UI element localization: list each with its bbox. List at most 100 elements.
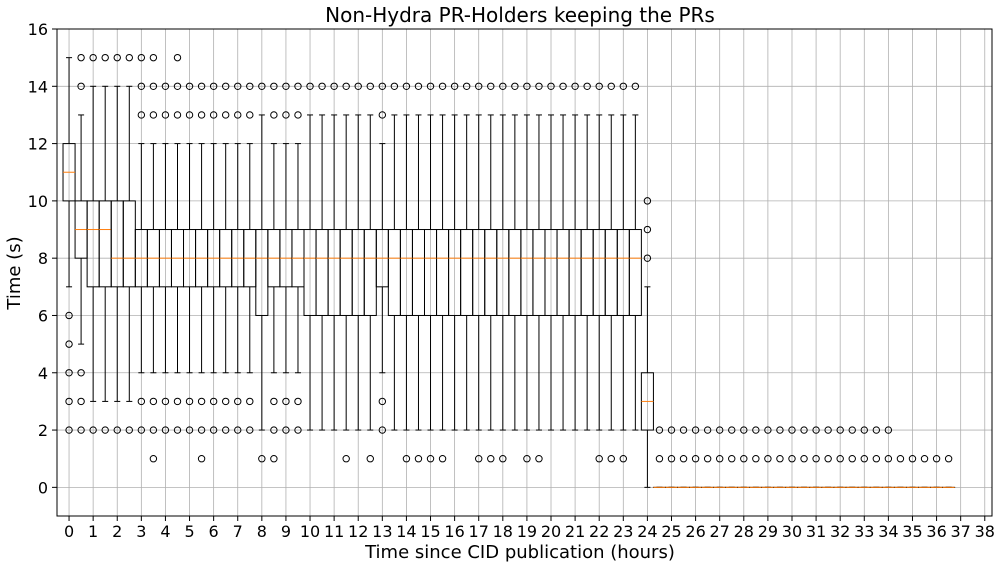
outlier-point xyxy=(450,82,459,90)
box-item xyxy=(930,455,944,488)
box-item xyxy=(580,82,594,431)
outlier-point xyxy=(137,111,146,119)
outlier-point xyxy=(691,426,700,434)
x-tick-label: 10 xyxy=(300,522,320,541)
chart-title: Non-Hydra PR-Holders keeping the PRs xyxy=(325,3,715,27)
outlier-point xyxy=(703,455,712,463)
iqr-box xyxy=(315,229,329,316)
box-item xyxy=(725,426,739,488)
outlier-point xyxy=(884,455,893,463)
outlier-point xyxy=(402,82,411,90)
box-item xyxy=(243,82,257,434)
outlier-point xyxy=(149,53,158,62)
outlier-point xyxy=(583,82,591,90)
x-tick-label: 37 xyxy=(950,522,970,541)
box-item xyxy=(436,82,450,463)
outlier-point xyxy=(414,82,423,90)
outlier-point xyxy=(535,455,543,463)
outlier-point xyxy=(619,82,628,90)
box-item xyxy=(375,82,389,434)
outlier-point xyxy=(246,426,254,434)
box-item xyxy=(869,426,883,488)
outlier-point xyxy=(378,82,387,90)
y-tick-label: 6 xyxy=(38,306,48,325)
outlier-point xyxy=(282,82,290,90)
iqr-box xyxy=(122,200,136,288)
outlier-point xyxy=(234,82,242,90)
y-tick-label: 14 xyxy=(28,77,48,96)
box-item xyxy=(616,82,630,463)
outlier-point xyxy=(197,455,206,463)
outlier-point xyxy=(426,455,435,463)
outlier-point xyxy=(764,426,772,434)
iqr-box xyxy=(98,200,112,288)
outlier-point xyxy=(234,426,242,434)
outlier-point xyxy=(197,426,206,434)
outlier-point xyxy=(619,455,628,463)
box-item xyxy=(86,53,100,434)
box-item xyxy=(339,82,353,463)
x-tick-label: 8 xyxy=(257,522,267,541)
box-item xyxy=(942,455,956,488)
outlier-point xyxy=(246,397,254,406)
outlier-point xyxy=(896,455,905,463)
outlier-point xyxy=(475,455,483,463)
outlier-point xyxy=(824,426,832,434)
outlier-point xyxy=(728,426,736,434)
iqr-box xyxy=(387,229,401,316)
outlier-point xyxy=(499,455,507,463)
outlier-point xyxy=(149,82,158,90)
x-tick-label: 0 xyxy=(64,522,74,541)
box-item xyxy=(460,82,474,431)
x-tick-label: 36 xyxy=(926,522,946,541)
outlier-point xyxy=(209,82,218,90)
x-tick-label: 27 xyxy=(710,522,730,541)
outlier-point xyxy=(944,455,953,463)
outlier-point xyxy=(65,369,73,377)
outlier-point xyxy=(559,82,567,90)
outlier-point xyxy=(643,225,652,234)
x-tick-label: 35 xyxy=(902,522,922,541)
x-tick-label: 29 xyxy=(758,522,778,541)
box-item xyxy=(905,455,920,488)
x-tick-label: 7 xyxy=(233,522,243,541)
outlier-point xyxy=(776,455,784,463)
x-tick-label: 3 xyxy=(136,522,146,541)
x-axis-ticks: 0 1 2 3 4 5 6 7 8 9 10 11 12 13 14 15 16 17 18 19 20 21 22 23 24… xyxy=(64,516,995,541)
outlier-point xyxy=(932,455,941,463)
outlier-point xyxy=(487,455,495,463)
box-item xyxy=(146,53,160,463)
outlier-point xyxy=(209,111,218,119)
outlier-point xyxy=(185,82,194,90)
x-tick-label: 20 xyxy=(541,522,561,541)
outlier-point xyxy=(101,53,109,62)
y-axis-label: Time (s) xyxy=(4,236,25,310)
outlier-point xyxy=(161,426,170,434)
outlier-point xyxy=(270,82,278,90)
x-tick-label: 19 xyxy=(517,522,537,541)
outlier-point xyxy=(438,82,447,90)
outlier-point xyxy=(270,111,278,119)
x-tick-label: 25 xyxy=(661,522,681,541)
box-item xyxy=(773,426,787,488)
y-axis-ticks: 0 2 4 6 8 10 12 14 16 xyxy=(28,20,57,497)
outlier-point xyxy=(101,426,109,434)
outlier-point xyxy=(173,397,182,406)
outlier-point xyxy=(173,53,182,62)
outlier-point xyxy=(884,426,893,434)
x-tick-label: 30 xyxy=(782,522,802,541)
outlier-point xyxy=(655,455,664,463)
outlier-point xyxy=(137,397,146,406)
outlier-point xyxy=(258,82,266,90)
outlier-point xyxy=(824,455,832,463)
x-tick-label: 14 xyxy=(396,522,416,541)
outlier-point xyxy=(848,455,856,463)
box-item xyxy=(881,426,895,488)
outlier-point xyxy=(234,111,242,119)
outlier-point xyxy=(752,455,760,463)
x-tick-label: 12 xyxy=(348,522,368,541)
outlier-point xyxy=(137,53,146,62)
box-item xyxy=(508,82,522,431)
outlier-point xyxy=(426,82,435,90)
